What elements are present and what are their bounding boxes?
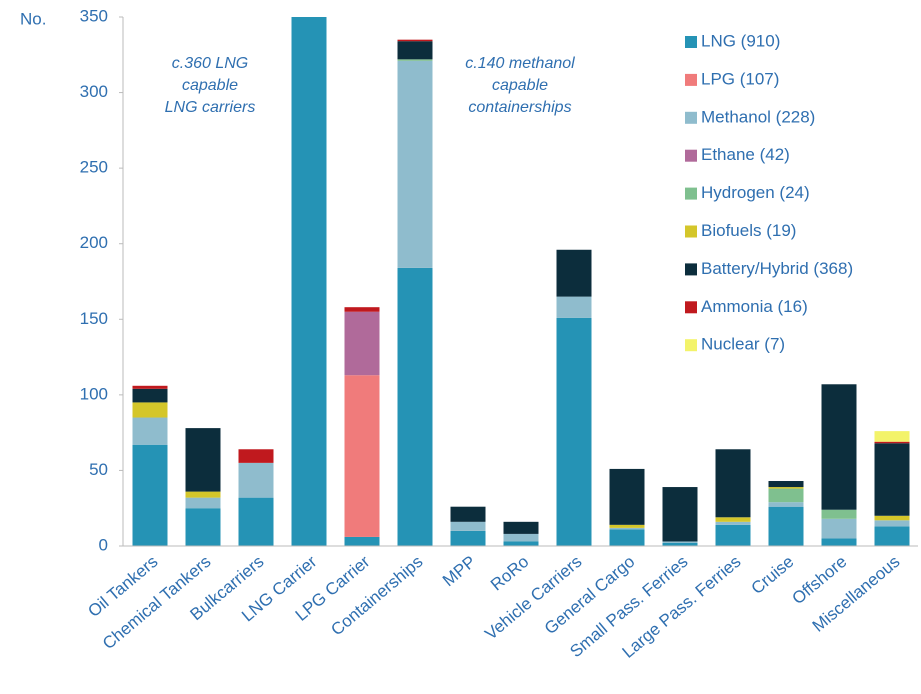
annotation: LNG carriers — [165, 99, 256, 116]
bar-segment — [291, 17, 327, 546]
legend-label: Biofuels (19) — [701, 221, 796, 240]
legend-swatch — [685, 111, 697, 124]
bar-segment — [821, 538, 857, 546]
bar-segment — [185, 491, 221, 498]
annotation: capable — [182, 77, 238, 94]
bar-segment — [609, 524, 645, 528]
annotation: c.140 methanol — [465, 55, 575, 72]
bar-segment — [662, 541, 698, 543]
bar-segment — [185, 428, 221, 492]
bar-segment — [609, 529, 645, 546]
bar-segment — [715, 517, 751, 522]
bar-segment — [662, 487, 698, 542]
bar-segment — [132, 417, 168, 445]
legend-swatch — [685, 73, 697, 86]
x-tick-label: Cruise — [748, 552, 798, 598]
bar-segment — [821, 518, 857, 539]
x-tick-label: MPP — [439, 552, 479, 590]
bar-segment — [132, 388, 168, 403]
bar-segment — [132, 385, 168, 389]
bar-segment — [556, 249, 592, 297]
bar-segment — [768, 481, 804, 488]
bar-segment — [556, 296, 592, 318]
bar-segment — [874, 441, 910, 444]
bar-segment — [768, 506, 804, 546]
bar-segment — [344, 311, 380, 376]
x-tick-label: Containerships — [327, 552, 426, 639]
bar-segment — [874, 520, 910, 527]
legend-swatch — [685, 301, 697, 314]
legend-swatch — [685, 187, 697, 200]
legend-label: LNG (910) — [701, 31, 780, 50]
bar-segment — [503, 541, 539, 546]
bar-segment — [715, 449, 751, 518]
x-tick-label: RoRo — [487, 552, 533, 594]
y-tick-label: 100 — [80, 384, 108, 403]
y-tick-label: 0 — [99, 535, 108, 554]
legend-swatch — [685, 263, 697, 276]
y-tick-label: 250 — [80, 158, 108, 177]
legend-swatch — [685, 149, 697, 162]
bar-segment — [768, 488, 804, 503]
bar-segment — [556, 317, 592, 546]
bar-segment — [397, 39, 433, 42]
annotation: capable — [492, 77, 548, 94]
y-tick-label: 150 — [80, 309, 108, 328]
bar-segment — [397, 60, 433, 268]
bar-segment — [450, 530, 486, 546]
bar-segment — [715, 521, 751, 525]
bar-segment — [238, 462, 274, 498]
bar-segment — [768, 487, 804, 489]
y-tick-label: 200 — [80, 233, 108, 252]
bar-segment — [450, 506, 486, 522]
bar-segment — [609, 468, 645, 525]
bar-segment — [503, 521, 539, 534]
legend-swatch — [685, 225, 697, 238]
bar-segment — [397, 41, 433, 60]
y-tick-label: 50 — [89, 460, 108, 479]
bar-segment — [344, 307, 380, 312]
annotation: containerships — [468, 99, 571, 116]
bar-segment — [450, 521, 486, 531]
legend-label: Ammonia (16) — [701, 297, 808, 316]
y-tick-label: 300 — [80, 82, 108, 101]
bar-segment — [132, 402, 168, 418]
bar-segment — [397, 59, 433, 61]
bar-segment — [609, 527, 645, 530]
bar-segment — [238, 449, 274, 463]
bar-segment — [185, 497, 221, 509]
bar-segment — [344, 375, 380, 537]
bar-segment — [874, 515, 910, 521]
bar-segment — [397, 267, 433, 546]
legend-label: Ethane (42) — [701, 145, 790, 164]
bar-segment — [715, 524, 751, 546]
y-axis-label: No. — [20, 9, 46, 28]
x-tick-label: Vehicle Carriers — [481, 552, 585, 644]
legend-label: Nuclear (7) — [701, 335, 785, 354]
legend-label: Methanol (228) — [701, 107, 815, 126]
bar-segment — [874, 431, 910, 442]
bar-segment — [238, 497, 274, 546]
legend-swatch — [685, 339, 697, 352]
bar-segment — [503, 533, 539, 542]
bar-segment — [768, 502, 804, 507]
bar-segment — [344, 536, 380, 546]
x-tick-label: General Cargo — [541, 552, 639, 638]
bar-segment — [132, 444, 168, 546]
bar-segment — [821, 384, 857, 510]
bar-segment — [821, 509, 857, 519]
legend-label: LPG (107) — [701, 69, 779, 88]
legend-swatch — [685, 36, 697, 48]
legend-label: Battery/Hybrid (368) — [701, 259, 853, 278]
legend-label: Hydrogen (24) — [701, 183, 810, 202]
bar-segment — [874, 526, 910, 546]
y-tick-label: 350 — [80, 6, 108, 25]
bar-segment — [185, 508, 221, 546]
bar-segment — [874, 443, 910, 516]
bar-segment — [662, 542, 698, 546]
annotation: c.360 LNG — [172, 55, 248, 72]
